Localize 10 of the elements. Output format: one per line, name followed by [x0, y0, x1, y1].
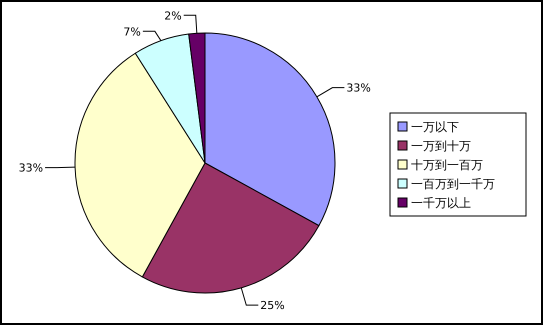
legend-label: 一千万以上 — [411, 196, 471, 210]
data-label: 7% — [123, 25, 141, 38]
data-label: 2% — [164, 9, 182, 22]
legend-label: 十万到一百万 — [411, 158, 483, 172]
data-label: 33% — [18, 162, 44, 175]
legend-label: 一万以下 — [411, 120, 459, 134]
legend-label: 一百万到一千万 — [411, 177, 495, 191]
legend-label: 一万到十万 — [411, 139, 471, 153]
data-label: 33% — [346, 82, 371, 95]
data-label: 25% — [260, 299, 285, 312]
